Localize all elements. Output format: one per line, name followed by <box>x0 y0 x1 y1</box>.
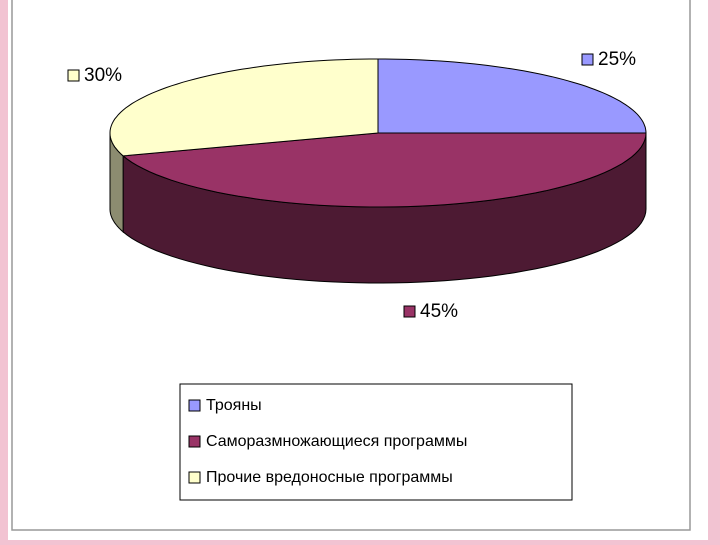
legend-label: Прочие вредоносные программы <box>206 469 453 486</box>
legend <box>179 383 573 501</box>
data-label: 25% <box>598 49 636 70</box>
legend-label: Трояны <box>206 397 262 414</box>
data-label: 45% <box>420 301 458 322</box>
label-key <box>67 69 80 82</box>
slice <box>377 58 647 134</box>
data-label: 30% <box>84 65 122 86</box>
label-key <box>581 53 594 66</box>
slice <box>121 132 647 208</box>
legend-key <box>188 399 201 412</box>
legend-key <box>188 471 201 484</box>
slice <box>109 58 379 157</box>
label-key <box>403 305 416 318</box>
legend-label: Саморазмножающиеся программы <box>206 433 467 450</box>
legend-key <box>188 435 201 448</box>
pie <box>109 58 647 284</box>
